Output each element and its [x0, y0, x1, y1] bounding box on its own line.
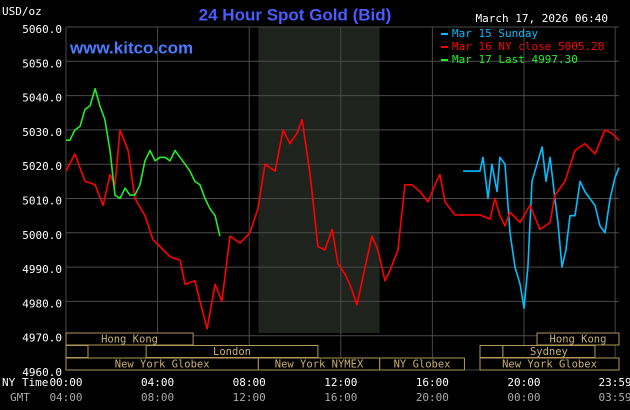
session-box [65, 332, 194, 346]
session-box [379, 357, 465, 371]
gmt-tick-label: 08:00 [141, 391, 174, 404]
legend-label: Mar 17 Last 4997.30 [452, 53, 578, 66]
x-tick-label: 20:00 [507, 376, 540, 389]
y-tick-label: 5030.0 [22, 126, 62, 139]
y-tick-label: 4960.0 [22, 366, 62, 379]
y-tick-label: 5020.0 [22, 160, 62, 173]
session-label: Sydney [530, 346, 568, 358]
x-tick-label: 12:00 [324, 376, 357, 389]
x-tick-label: 23:59 [599, 376, 630, 389]
session-label: NY Globex [394, 359, 451, 371]
gmt-tick-label: 12:00 [233, 391, 266, 404]
y-tick-label: 5010.0 [22, 195, 62, 208]
x-tick-label: 16:00 [416, 376, 449, 389]
y-tick-label: 5060.0 [22, 23, 62, 36]
session-label: Hong Kong [550, 334, 607, 346]
y-tick-label: 4980.0 [22, 297, 62, 310]
website: www.kitco.com [69, 38, 193, 57]
session-label: New York Globex [115, 359, 210, 371]
session-box [65, 345, 89, 358]
session-box [479, 357, 620, 371]
series-line [463, 146, 620, 310]
chart-title: 24 Hour Spot Gold (Bid) [199, 5, 392, 24]
session-label: Hong Kong [101, 334, 158, 346]
x-label-ny: NY Time [2, 376, 48, 389]
gmt-tick-label: 04:00 [49, 391, 82, 404]
session-label: London [213, 346, 251, 358]
y-tick-label: 4970.0 [22, 332, 62, 345]
series-line [65, 118, 620, 330]
x-tick-label: 00:00 [49, 376, 82, 389]
session-box [479, 345, 504, 358]
session-label: New York Globex [502, 359, 597, 371]
currency-label: USD/oz [2, 5, 42, 18]
gmt-tick-label: 20:00 [416, 391, 449, 404]
y-tick-label: 5050.0 [22, 57, 62, 70]
gmt-tick-label: 03:59 [599, 391, 630, 404]
x-tick-label: 08:00 [233, 376, 266, 389]
y-tick-label: 4990.0 [22, 263, 62, 276]
gmt-tick-label: 16:00 [324, 391, 357, 404]
series-line [66, 87, 221, 237]
legend-label: Mar 15 Sunday [452, 27, 538, 40]
legend-label: Mar 16 NY close 5005.20 [452, 40, 604, 53]
y-tick-label: 5040.0 [22, 92, 62, 105]
x-tick-label: 04:00 [141, 376, 174, 389]
session-label: New York NYMEX [275, 359, 364, 371]
x-label-gmt: GMT [10, 391, 30, 404]
gmt-tick-label: 00:00 [507, 391, 540, 404]
session-shade [258, 27, 380, 333]
timestamp: March 17, 2026 06:40 [476, 12, 608, 25]
y-tick-label: 5000.0 [22, 229, 62, 242]
